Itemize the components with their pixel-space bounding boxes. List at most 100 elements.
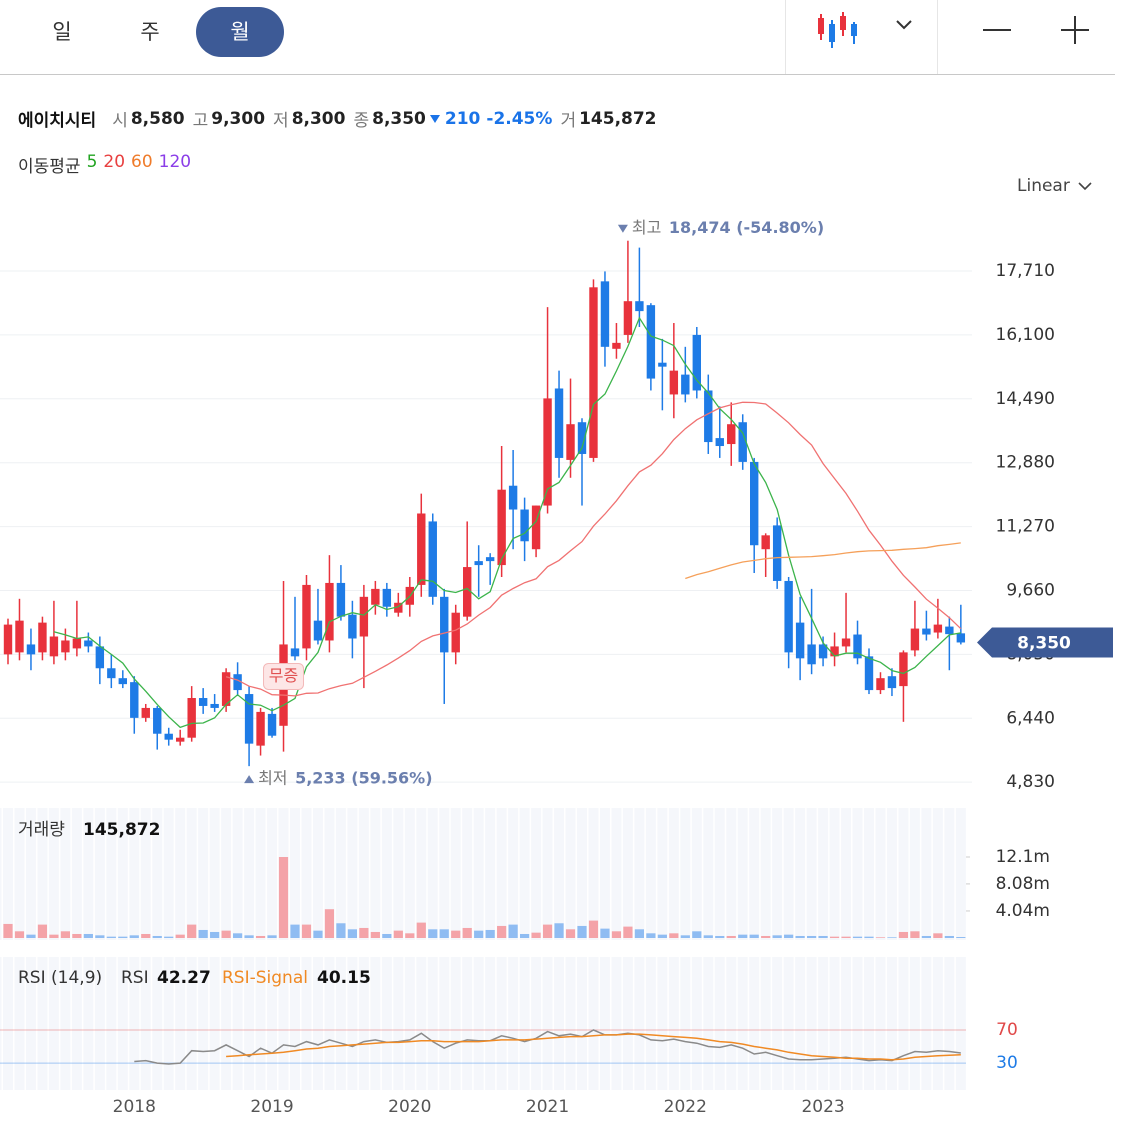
quote-line: 에이치시티 시 8,580 고 9,300 저 8,300 종 8,350 210 -2… — [18, 106, 665, 132]
volume-bar — [887, 937, 897, 938]
candle-body — [394, 602, 403, 613]
candle-body — [221, 672, 231, 706]
moving-average-line — [685, 542, 961, 580]
volume-bar — [416, 922, 426, 938]
volume-bar — [141, 933, 151, 938]
volume-bar — [14, 931, 25, 938]
volume-bar — [301, 924, 312, 938]
y-tick-label: 17,710 — [996, 261, 1055, 281]
y-tick-label: 12,880 — [996, 453, 1055, 473]
x-tick-label: 2022 — [664, 1097, 707, 1117]
candle-body — [841, 638, 851, 647]
ma-legend-period: 60 — [131, 152, 153, 172]
ma-legend: 이동평균 5 20 60 120 — [18, 152, 191, 177]
volume-bar — [669, 933, 679, 938]
candle-body — [153, 707, 162, 734]
volume-bar — [588, 920, 599, 938]
volume-bar — [382, 933, 392, 938]
quote-label: 저 — [273, 111, 289, 131]
volume-panel: 12.1m 8.08m 4.04m — [3, 847, 1050, 938]
volume-bar — [623, 926, 633, 938]
candle-body — [313, 620, 323, 641]
candle-body — [141, 707, 150, 718]
price-panel: 17,71016,10014,49012,88011,2709,6608,050… — [0, 218, 1113, 792]
candle-body — [531, 505, 541, 550]
high-annotation-text: 18,474 (-54.80%) — [669, 218, 824, 237]
candle-body — [508, 485, 518, 510]
x-tick-label: 2019 — [250, 1097, 293, 1117]
candle-body — [945, 626, 954, 635]
candle-body — [543, 398, 552, 506]
stock-name: 에이치시티 — [18, 111, 97, 131]
candle-body — [417, 513, 426, 585]
volume-bar — [646, 933, 656, 938]
tab-selected[interactable]: 월 — [196, 7, 284, 57]
chart-type-dropdown[interactable] — [895, 18, 913, 32]
y-tick-label: 12.1m — [996, 847, 1050, 867]
volume-bar — [956, 937, 966, 938]
candle-body — [933, 624, 943, 633]
volume-bar — [657, 934, 667, 938]
y-tick-label: 11,270 — [996, 517, 1055, 537]
volume-bar — [818, 935, 828, 938]
volume-bar — [841, 936, 851, 938]
candle-body — [348, 614, 357, 639]
tab[interactable]: 주 — [140, 20, 160, 44]
tab[interactable]: 일 — [52, 20, 72, 44]
low-marker — [244, 775, 255, 784]
toolbar: 일 주 월 — [0, 0, 1115, 75]
moving-average-line — [53, 316, 961, 729]
volume-bar — [164, 936, 174, 938]
quote-label: 고 — [192, 111, 209, 131]
candle-body — [692, 334, 701, 391]
candle-body — [325, 582, 334, 641]
volume-bar — [37, 924, 48, 938]
volume-bar — [3, 923, 13, 938]
volume-bar — [118, 936, 128, 938]
ma-legend-period: 20 — [103, 152, 126, 172]
volume-bar — [933, 933, 943, 938]
volume-bar — [577, 925, 587, 938]
volume-bar — [542, 924, 553, 938]
quote-label: 종 — [353, 111, 370, 131]
volume-bar — [474, 930, 484, 938]
candle-body — [428, 521, 437, 597]
candle-body — [485, 557, 495, 562]
candle-body — [187, 698, 196, 738]
volume-bar — [60, 931, 70, 938]
chart-type-icon[interactable] — [815, 10, 863, 50]
rsi-signal-legend-value: 40.15 — [317, 968, 371, 988]
quote-value: 8,350 — [372, 108, 426, 129]
volume-bar — [347, 929, 357, 938]
x-tick-label: 2021 — [526, 1097, 569, 1117]
x-tick-label: 2023 — [801, 1097, 844, 1117]
scale-dropdown[interactable]: Linear — [1017, 176, 1092, 196]
event-badge — [263, 662, 305, 690]
volume-value: 145,872 — [83, 820, 160, 840]
volume-bar — [864, 936, 874, 938]
volume-bar — [72, 933, 82, 938]
volume-bar — [772, 935, 782, 938]
scale-label: Linear — [1017, 176, 1070, 196]
y-tick-label: 6,440 — [1006, 708, 1055, 728]
zoom-in-button[interactable] — [1059, 14, 1091, 46]
candle-body — [818, 644, 828, 659]
candle-body — [463, 567, 472, 617]
candle-body — [646, 305, 656, 379]
volume-bar — [428, 929, 438, 938]
candle-body — [738, 422, 747, 462]
zoom-out-button[interactable] — [980, 16, 1014, 44]
volume-bar — [313, 930, 323, 938]
candle-body — [164, 733, 173, 740]
volume-bar — [255, 935, 266, 938]
volume-bar — [462, 927, 472, 938]
volume-bar — [324, 909, 335, 938]
price-tag — [977, 627, 1113, 658]
candle-body — [26, 644, 36, 655]
ma-legend-title: 이동평균 — [18, 157, 81, 177]
candle-body — [750, 461, 759, 546]
volume-bar — [829, 936, 840, 938]
volume-bar — [807, 935, 817, 938]
rsi-line — [226, 1033, 961, 1061]
volume-bar — [175, 934, 185, 938]
